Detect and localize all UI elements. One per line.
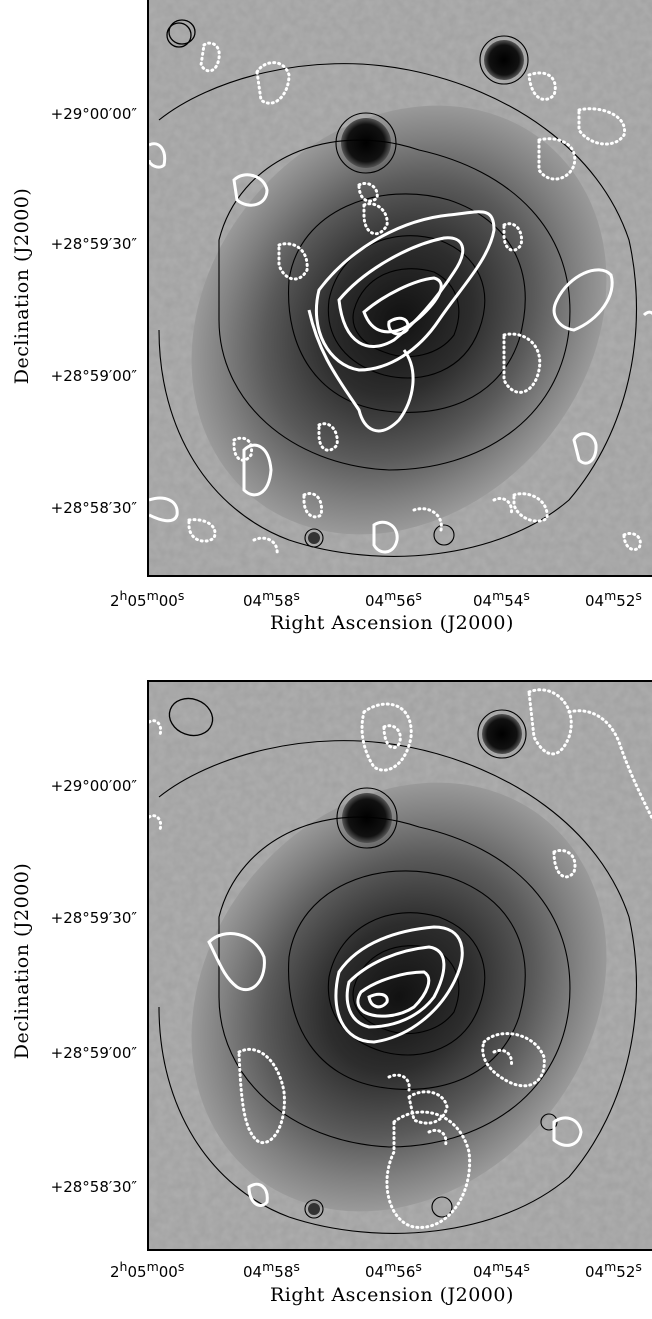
bottom-image <box>147 680 652 1251</box>
y-tick-label: +28°59′30″ <box>50 235 137 253</box>
foreground-star <box>308 1203 320 1215</box>
y-axis-title: Declination (J2000) <box>11 187 33 385</box>
bottom-image-svg <box>149 682 652 1249</box>
foreground-star <box>484 40 524 80</box>
x-tick-label: 2h05m00s <box>110 1259 185 1281</box>
y-tick-label: +28°59′30″ <box>50 909 137 927</box>
foreground-star <box>341 118 391 168</box>
y-axis-title: Declination (J2000) <box>11 862 33 1060</box>
x-axis-title: Right Ascension (J2000) <box>270 1284 514 1306</box>
top-panel: +29°00′00″ +28°59′30″ +28°59′00″ +28°58′… <box>11 0 652 634</box>
x-tick-label: 04m56s <box>365 1259 422 1281</box>
foreground-star <box>482 714 522 754</box>
y-tick-label: +29°00′00″ <box>50 777 137 795</box>
radio-contours-positive <box>149 142 652 554</box>
radio-contours-positive <box>207 925 583 1207</box>
y-tick-label: +28°59′00″ <box>50 1044 137 1062</box>
radio-contours-negative <box>149 688 652 1229</box>
x-axis-title: Right Ascension (J2000) <box>270 612 514 634</box>
optical-contours <box>158 22 638 557</box>
top-image-svg <box>149 0 652 575</box>
x-tick-label: 04m58s <box>243 588 300 610</box>
y-tick-label: +28°59′00″ <box>50 367 137 385</box>
bottom-panel: +29°00′00″ +28°59′30″ +28°59′00″ +28°58′… <box>0 672 652 1319</box>
top-image <box>147 0 652 577</box>
galaxy <box>191 105 607 535</box>
beam-ellipse <box>168 19 196 45</box>
x-tick-label: 04m54s <box>473 1259 530 1281</box>
y-tick-label: +28°58′30″ <box>50 1178 137 1196</box>
radio-contours-negative <box>187 41 642 557</box>
x-tick-label: 04m52s <box>585 1259 642 1281</box>
y-tick-label: +29°00′00″ <box>50 105 137 123</box>
foreground-star <box>342 793 392 843</box>
x-tick-label: 04m52s <box>585 588 642 610</box>
x-tick-label: 04m54s <box>473 588 530 610</box>
galaxy <box>191 782 607 1212</box>
x-tick-label: 2h05m00s <box>110 588 185 610</box>
foreground-star <box>308 532 320 544</box>
x-tick-label: 04m58s <box>243 1259 300 1281</box>
x-tick-label: 04m56s <box>365 588 422 610</box>
beam-ellipse <box>168 697 214 737</box>
y-tick-label: +28°58′30″ <box>50 499 137 517</box>
